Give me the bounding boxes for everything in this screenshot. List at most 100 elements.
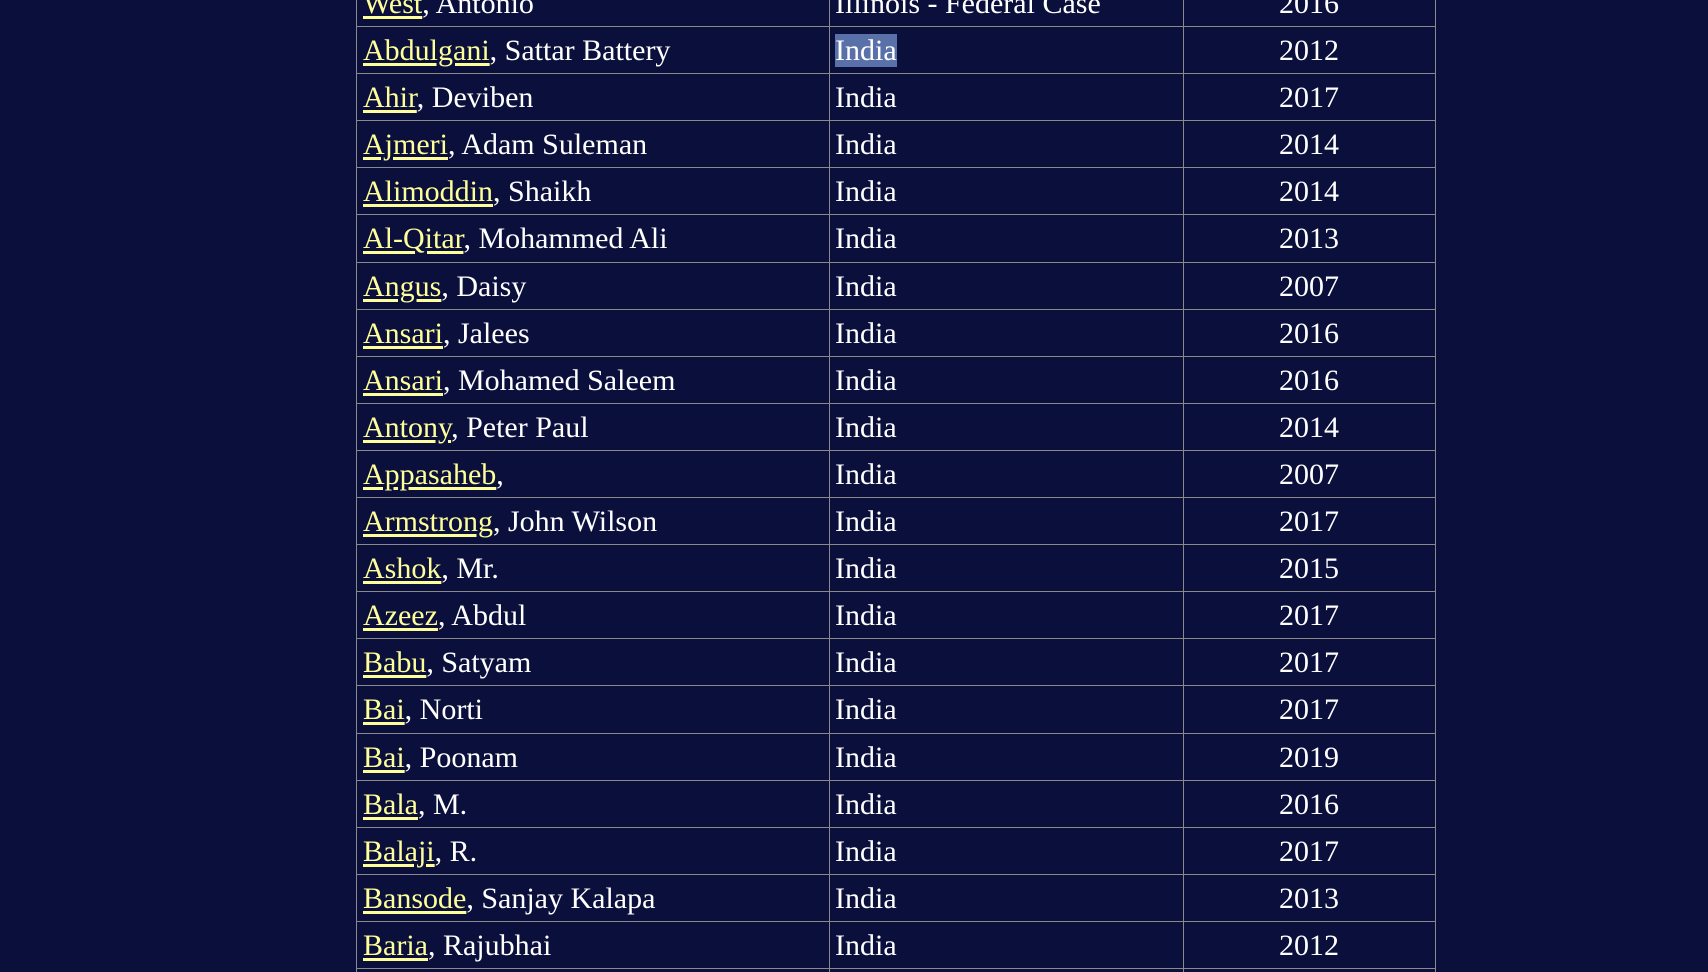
surname-link[interactable]: Abdulgani — [363, 34, 490, 67]
country: India — [835, 599, 897, 632]
year-cell: 2013 — [1279, 882, 1339, 915]
given-name: , Mohammed Ali — [463, 222, 668, 255]
row-border — [356, 214, 1436, 215]
year-cell: 2013 — [1279, 222, 1339, 255]
country: India — [835, 81, 897, 114]
country: India — [835, 317, 897, 350]
surname-link[interactable]: Ahir — [363, 81, 417, 114]
country-cell: India — [835, 451, 897, 498]
surname-link[interactable]: West — [363, 0, 423, 20]
surname-link[interactable]: Ansari — [363, 317, 443, 350]
name-cell: Alimoddin, Shaikh — [363, 168, 591, 215]
row-border — [356, 544, 1436, 545]
surname-link[interactable]: Armstrong — [363, 505, 493, 538]
year-cell: 2007 — [1279, 270, 1339, 303]
country-cell: India — [835, 121, 897, 168]
country-cell: India — [835, 263, 897, 310]
name-cell: Angus, Daisy — [363, 263, 526, 310]
surname-link[interactable]: Ajmeri — [363, 128, 448, 161]
given-name: , Abdul — [437, 599, 527, 632]
surname-link[interactable]: Ashok — [363, 552, 442, 585]
year-cell: 2014 — [1279, 411, 1339, 444]
row-border — [356, 356, 1436, 357]
row-border — [356, 262, 1436, 263]
country-cell: India — [835, 545, 897, 592]
year-cell: 2016 — [1279, 788, 1339, 821]
row-border — [356, 638, 1436, 639]
surname-link[interactable]: Al-Qitar — [363, 222, 464, 255]
surname-link[interactable]: Bai — [363, 741, 405, 774]
given-name: , Sanjay Kalapa — [466, 882, 656, 915]
surname-link[interactable]: Bala — [363, 788, 418, 821]
country: India — [835, 175, 897, 208]
column-border — [1435, 0, 1436, 972]
year-cell: 2015 — [1279, 552, 1339, 585]
year-cell: 2017 — [1279, 646, 1339, 679]
country-cell: India — [835, 875, 897, 922]
year-cell: 2012 — [1279, 929, 1339, 962]
country-cell: Illinois - Federal Case — [835, 0, 1101, 27]
surname-link[interactable]: Appasaheb — [363, 458, 497, 491]
country: Illinois - Federal Case — [835, 0, 1101, 20]
name-cell: Bala, M. — [363, 781, 467, 828]
row-border — [356, 591, 1436, 592]
country-cell: India — [835, 215, 897, 262]
country: India — [835, 835, 897, 868]
year-cell: 2017 — [1279, 835, 1339, 868]
row-border — [356, 921, 1436, 922]
year-cell: 2014 — [1279, 175, 1339, 208]
surname-link[interactable]: Antony — [363, 411, 452, 444]
name-cell: West, Antonio — [363, 0, 534, 27]
row-border — [356, 685, 1436, 686]
country: India — [835, 364, 897, 397]
name-cell: Ansari, Jalees — [363, 310, 530, 357]
name-cell: Appasaheb, — [363, 451, 504, 498]
name-cell: Ahir, Deviben — [363, 74, 533, 121]
surname-link[interactable]: Ansari — [363, 364, 443, 397]
given-name: , Deviben — [416, 81, 534, 114]
given-name: , Mr. — [441, 552, 499, 585]
surname-link[interactable]: Baria — [363, 929, 428, 962]
row-border — [356, 450, 1436, 451]
year-cell: 2012 — [1279, 34, 1339, 67]
row-border — [356, 780, 1436, 781]
surname-link[interactable]: Babu — [363, 646, 427, 679]
name-cell: Ansari, Mohamed Saleem — [363, 357, 675, 404]
surname-link[interactable]: Bansode — [363, 882, 467, 915]
year-cell: 2016 — [1279, 364, 1339, 397]
name-cell: Al-Qitar, Mohammed Ali — [363, 215, 668, 262]
name-cell: Bai, Poonam — [363, 734, 518, 781]
country: India — [835, 505, 897, 538]
given-name: , Sattar Battery — [489, 34, 671, 67]
row-border — [356, 733, 1436, 734]
given-name: , Shaikh — [493, 175, 592, 208]
country-cell: India — [835, 74, 897, 121]
country-cell: India — [835, 168, 897, 215]
country: India — [835, 34, 897, 67]
surname-link[interactable]: Alimoddin — [363, 175, 494, 208]
surname-link[interactable]: Bai — [363, 693, 405, 726]
given-name: , John Wilson — [493, 505, 658, 538]
row-border — [356, 120, 1436, 121]
surname-link[interactable]: Balaji — [363, 835, 435, 868]
given-name: , Satyam — [426, 646, 532, 679]
country: India — [835, 882, 897, 915]
year-cell: 2017 — [1279, 693, 1339, 726]
name-cell: Antony, Peter Paul — [363, 404, 589, 451]
given-name: , Jalees — [442, 317, 530, 350]
country: India — [835, 929, 897, 962]
year-cell: 2014 — [1279, 128, 1339, 161]
surname-link[interactable]: Azeez — [363, 599, 438, 632]
given-name: , Mohamed Saleem — [442, 364, 676, 397]
given-name: , Adam Suleman — [447, 128, 648, 161]
country-cell: India — [835, 781, 897, 828]
country-cell: India — [835, 639, 897, 686]
column-border — [829, 0, 830, 972]
surname-link[interactable]: Angus — [363, 270, 442, 303]
country: India — [835, 128, 897, 161]
year-cell: 2017 — [1279, 81, 1339, 114]
given-name: , Daisy — [441, 270, 527, 303]
row-border — [356, 968, 1436, 969]
name-cell: Azeez, Abdul — [363, 592, 526, 639]
